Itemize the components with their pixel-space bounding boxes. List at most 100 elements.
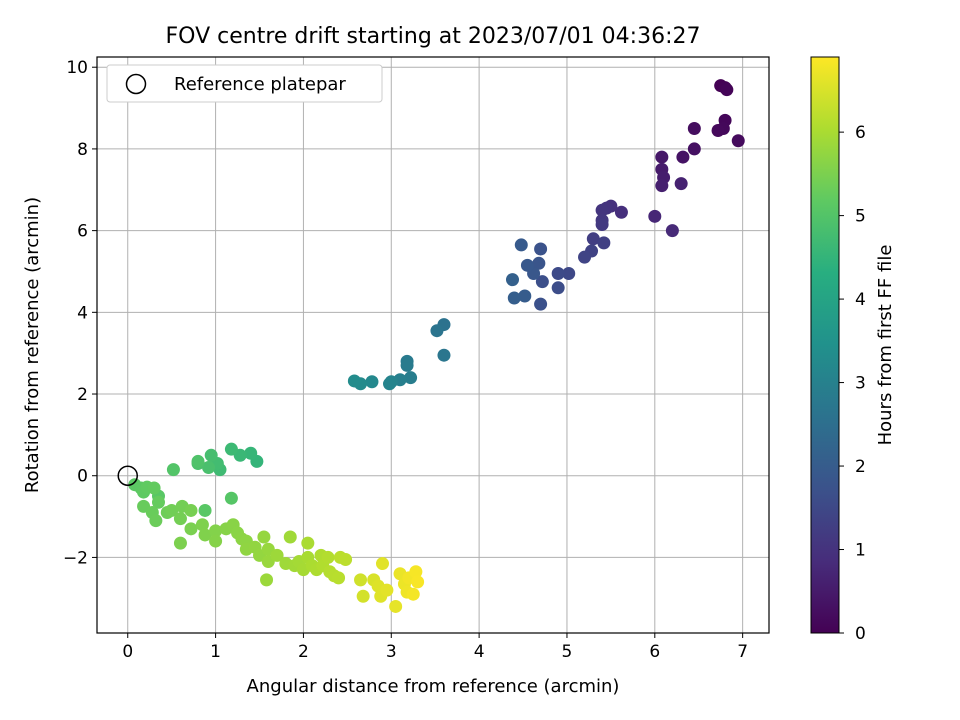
- data-point: [375, 557, 389, 571]
- y-tick-label: 2: [77, 385, 88, 405]
- data-point: [534, 242, 548, 256]
- data-point: [711, 124, 725, 138]
- data-point: [166, 463, 180, 477]
- data-point: [655, 179, 669, 193]
- data-point: [674, 177, 688, 191]
- data-point: [586, 232, 600, 246]
- grid-lines: [97, 57, 769, 633]
- data-point: [173, 536, 187, 550]
- colorbar-tick-label: 1: [855, 541, 866, 561]
- data-point: [173, 512, 187, 526]
- data-point: [578, 250, 592, 264]
- data-point: [147, 481, 161, 495]
- data-point: [224, 442, 238, 456]
- data-point: [532, 256, 546, 270]
- data-point: [356, 589, 370, 603]
- data-point: [534, 297, 548, 311]
- x-tick-label: 4: [474, 642, 485, 662]
- data-point: [195, 518, 209, 532]
- x-tick-label: 7: [737, 642, 748, 662]
- reference-marker-group: [117, 465, 138, 486]
- colorbar-tick-label: 6: [855, 123, 866, 143]
- data-point: [202, 461, 216, 475]
- data-point: [198, 528, 212, 542]
- data-point: [209, 534, 223, 548]
- data-point: [149, 514, 163, 528]
- x-tick-label: 0: [122, 642, 133, 662]
- data-point: [301, 536, 315, 550]
- data-point: [514, 238, 528, 252]
- data-point: [411, 575, 425, 589]
- data-point: [404, 371, 418, 385]
- data-point: [321, 550, 335, 564]
- y-tick-label: 0: [77, 467, 88, 487]
- data-point: [165, 503, 179, 517]
- data-point: [184, 522, 198, 536]
- y-tick-label: 8: [77, 140, 88, 160]
- data-point: [595, 217, 609, 231]
- data-point: [365, 375, 379, 389]
- data-point: [383, 377, 397, 391]
- data-point: [551, 281, 565, 295]
- colorbar-ticks: 0 1 2 3 4 5 6: [839, 123, 866, 644]
- y-tick-label: 10: [66, 58, 88, 78]
- x-tick-label: 5: [562, 642, 573, 662]
- y-tick-label: −2: [63, 548, 88, 568]
- data-point: [283, 530, 297, 544]
- data-point: [597, 236, 611, 250]
- legend-label-reference: Reference platepar: [174, 74, 346, 95]
- colorbar-gradient: [810, 56, 840, 634]
- data-point: [505, 273, 519, 287]
- x-axis-ticks: 0 1 2 3 4 5 6 7: [122, 633, 748, 662]
- legend-box: [106, 64, 383, 103]
- colorbar-tick-label: 5: [855, 207, 866, 227]
- data-point: [535, 275, 549, 289]
- data-point: [270, 548, 284, 562]
- data-point: [551, 267, 565, 281]
- colorbar-tick-label: 4: [855, 290, 866, 310]
- data-point: [184, 503, 198, 517]
- data-point: [198, 503, 212, 517]
- data-point: [209, 524, 223, 538]
- data-point: [332, 571, 346, 585]
- colorbar: 0 1 2 3 4 5 6 Hours from first FF file: [810, 56, 896, 644]
- y-tick-label: 6: [77, 222, 88, 242]
- data-point: [520, 258, 534, 272]
- data-point: [204, 448, 218, 462]
- data-point: [655, 150, 669, 164]
- colorbar-tick-label: 2: [855, 457, 866, 477]
- data-point: [720, 83, 734, 97]
- data-point: [430, 324, 444, 338]
- x-tick-label: 2: [298, 642, 309, 662]
- data-point: [687, 121, 701, 135]
- data-point: [676, 150, 690, 164]
- colorbar-tick-label: 3: [855, 374, 866, 394]
- y-axis-label: Rotation from reference (arcmin): [22, 197, 43, 493]
- data-point: [507, 291, 521, 305]
- data-points: [128, 79, 745, 613]
- data-point: [518, 289, 532, 303]
- data-point: [347, 374, 361, 388]
- data-point: [389, 599, 403, 613]
- x-tick-label: 3: [386, 642, 397, 662]
- data-point: [595, 203, 609, 217]
- legend-marker-reference: [125, 73, 147, 95]
- y-tick-label: 4: [77, 303, 88, 323]
- chart-title: FOV centre drift starting at 2023/07/01 …: [166, 24, 701, 49]
- colorbar-label: Hours from first FF file: [875, 245, 896, 446]
- data-point: [224, 491, 238, 505]
- data-point: [731, 134, 745, 148]
- data-point: [151, 495, 165, 509]
- reference-marker: [117, 465, 138, 486]
- x-tick-label: 6: [649, 642, 660, 662]
- data-point: [406, 587, 420, 601]
- x-axis-label: Angular distance from reference (arcmin): [247, 676, 620, 697]
- data-point: [339, 552, 353, 566]
- data-point: [665, 224, 679, 238]
- data-point: [687, 142, 701, 156]
- legend: Reference platepar: [106, 64, 383, 103]
- data-point: [257, 530, 271, 544]
- plot-frame: [96, 56, 770, 634]
